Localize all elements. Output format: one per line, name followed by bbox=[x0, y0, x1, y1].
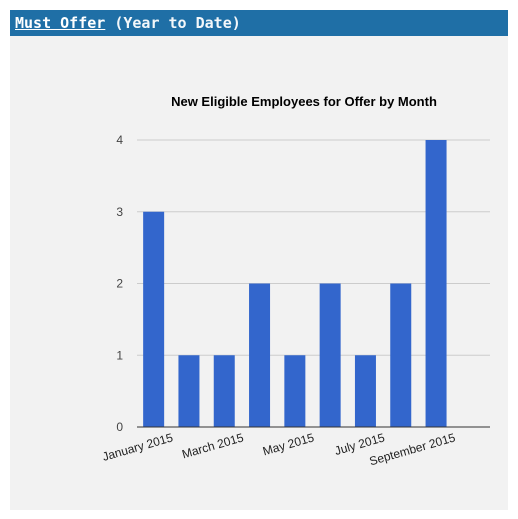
y-tick-label: 0 bbox=[116, 420, 123, 434]
panel-subtitle: (Year to Date) bbox=[114, 14, 241, 32]
must-offer-link[interactable]: Must Offer bbox=[15, 14, 106, 32]
bar[interactable] bbox=[143, 211, 165, 427]
bar[interactable] bbox=[390, 283, 412, 428]
y-tick-label: 3 bbox=[116, 205, 123, 219]
x-tick-label: January 2015 bbox=[101, 430, 175, 464]
bar[interactable] bbox=[213, 355, 235, 427]
y-tick-label: 4 bbox=[116, 133, 123, 147]
x-axis-labels: January 2015 March 2015 May 2015 July 2015S… bbox=[101, 430, 457, 468]
bar[interactable] bbox=[249, 283, 271, 428]
bar[interactable] bbox=[354, 355, 376, 427]
chart-title: New Eligible Employees for Offer by Mont… bbox=[171, 94, 437, 109]
y-axis-ticks: 0 1 2 3 4 bbox=[116, 133, 123, 434]
x-tick-label: May 2015 bbox=[261, 430, 316, 458]
x-tick-label: March 2015 bbox=[180, 430, 245, 461]
bars bbox=[143, 140, 447, 428]
panel-header: Must Offer (Year to Date) bbox=[10, 10, 508, 36]
bar[interactable] bbox=[319, 283, 341, 428]
bar[interactable] bbox=[284, 355, 306, 427]
bar[interactable] bbox=[425, 140, 447, 427]
y-tick-label: 1 bbox=[116, 348, 123, 362]
bar[interactable] bbox=[178, 355, 200, 427]
y-tick-label: 2 bbox=[116, 277, 123, 291]
